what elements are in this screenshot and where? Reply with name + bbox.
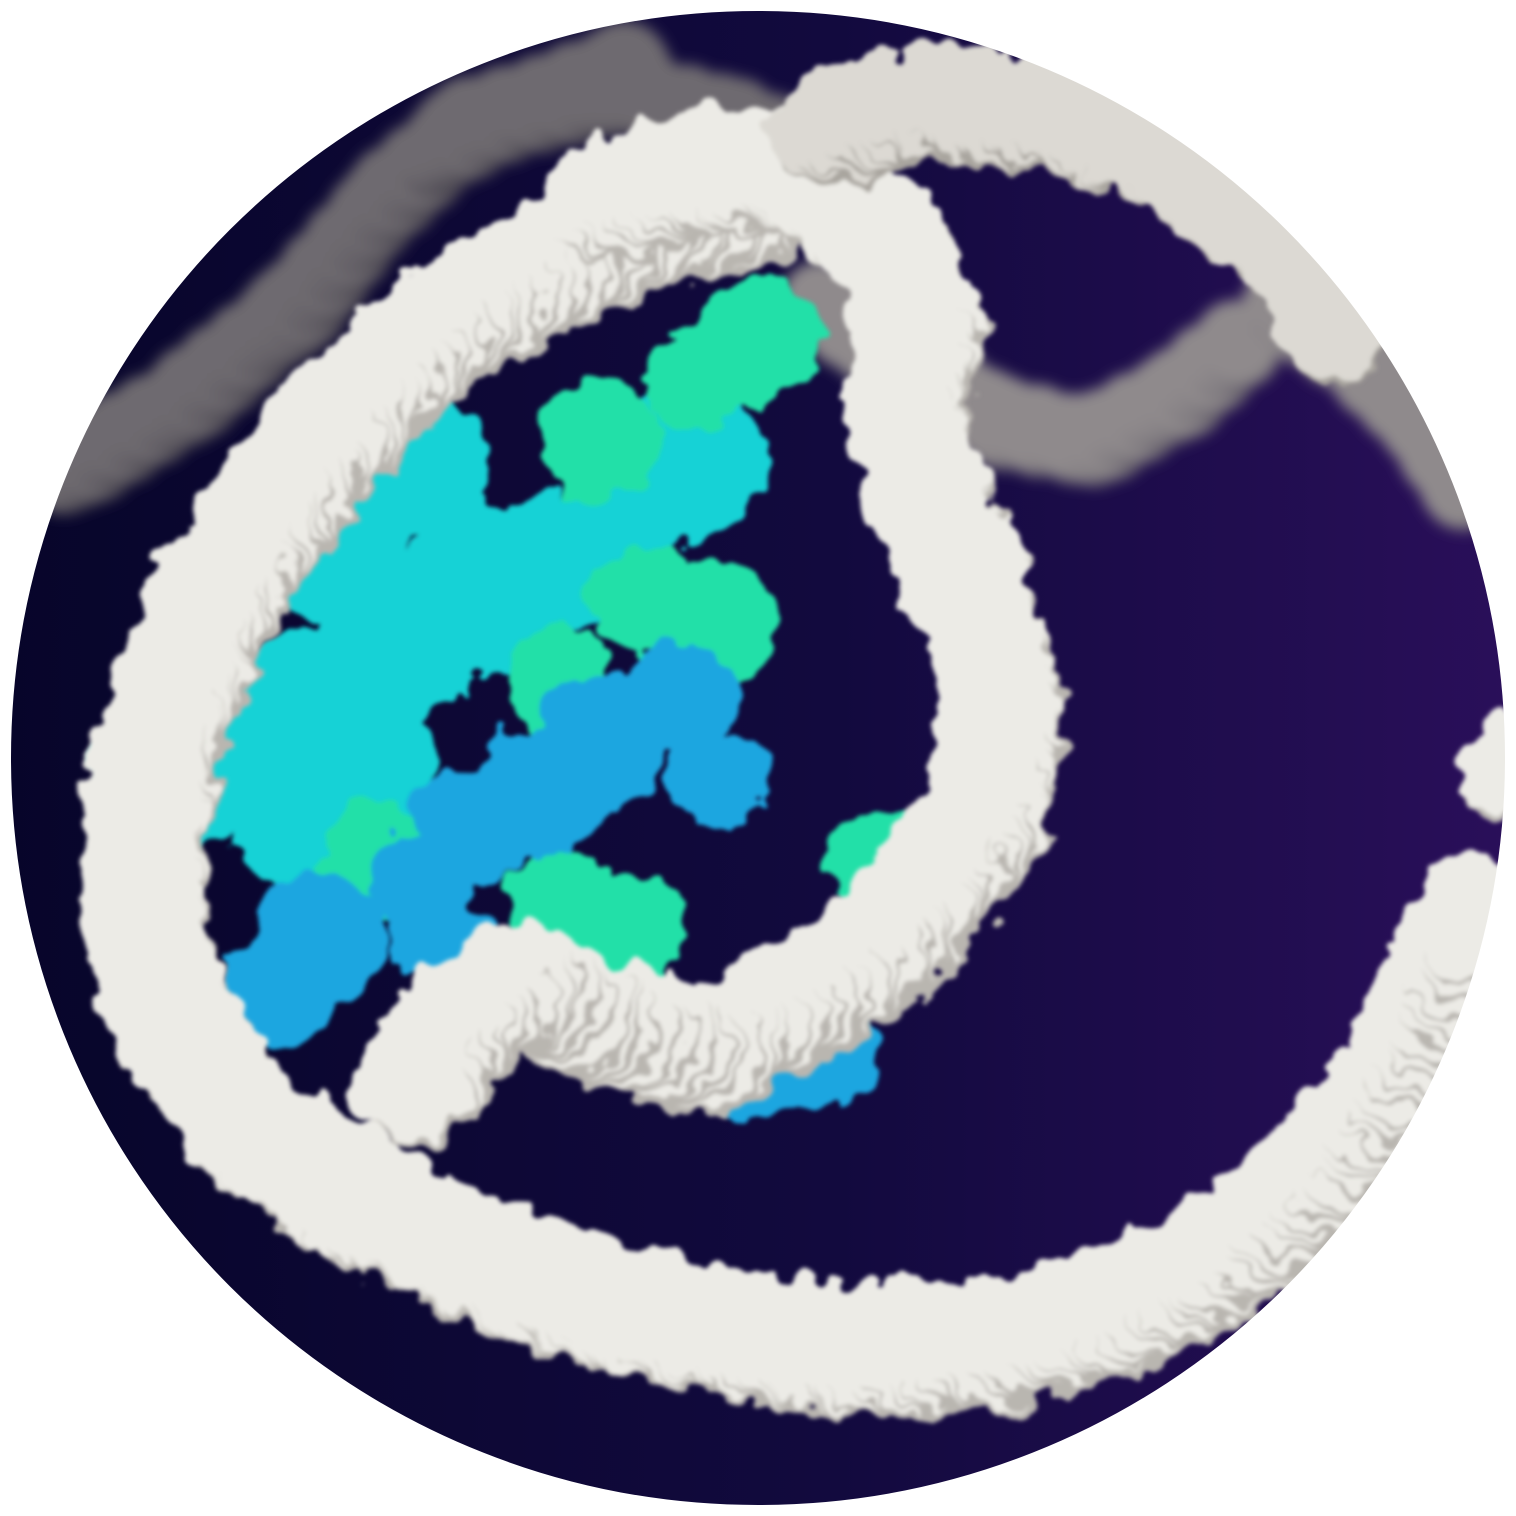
distant-strand-d (1419, 443, 1501, 525)
histone-green-lobe (538, 378, 662, 502)
histone-green-lobe (698, 278, 822, 402)
histone-blue-lobe (670, 730, 770, 830)
dna-inner-gyre (353, 1030, 467, 1144)
dna-upper-loop (1275, 267, 1389, 381)
